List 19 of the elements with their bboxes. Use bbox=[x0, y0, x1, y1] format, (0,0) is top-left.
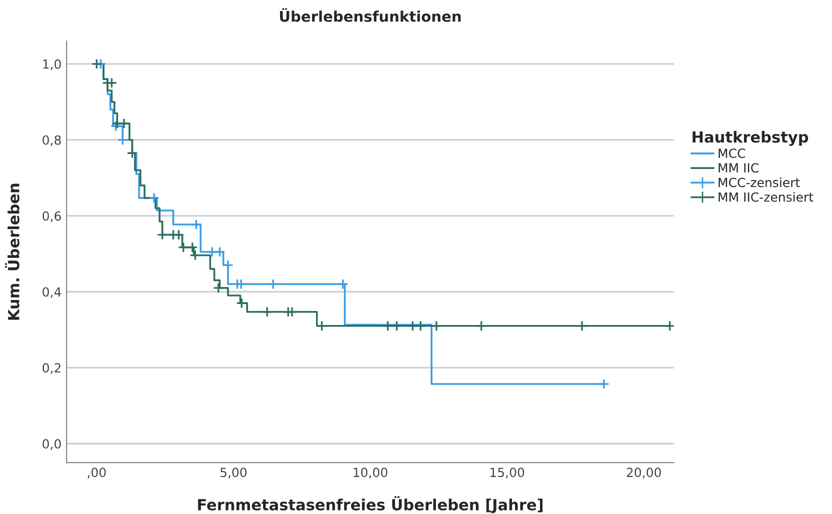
legend-label: MCC bbox=[718, 148, 746, 158]
y-tick-label: 0,0 bbox=[42, 439, 61, 450]
y-tick-label: 0,8 bbox=[42, 135, 61, 146]
y-tick-label: 0,6 bbox=[42, 211, 61, 222]
y-tick-label: 0,4 bbox=[42, 287, 61, 298]
x-tick-label: 15,00 bbox=[490, 468, 524, 478]
x-tick-label: ,00 bbox=[88, 468, 106, 478]
y-axis-title: Kum. Überleben bbox=[5, 184, 20, 320]
x-axis-title: Fernmetastasenfreies Überleben [Jahre] bbox=[198, 496, 542, 514]
y-tick-label: 1,0 bbox=[43, 59, 61, 70]
legend-label: MM IIC bbox=[718, 163, 758, 173]
legend-label: MM IIC-zensiert bbox=[718, 192, 814, 202]
legend-label: MCC-zensiert bbox=[718, 178, 800, 188]
y-tick-label: 0,2 bbox=[42, 363, 60, 374]
legend-title: Hautkrebstyp bbox=[692, 130, 808, 146]
chart-title: Überlebensfunktionen bbox=[280, 8, 461, 22]
x-tick-label: 5,00 bbox=[220, 468, 247, 478]
x-tick-label: 20,00 bbox=[626, 468, 661, 478]
x-tick-label: 10,00 bbox=[354, 468, 388, 478]
